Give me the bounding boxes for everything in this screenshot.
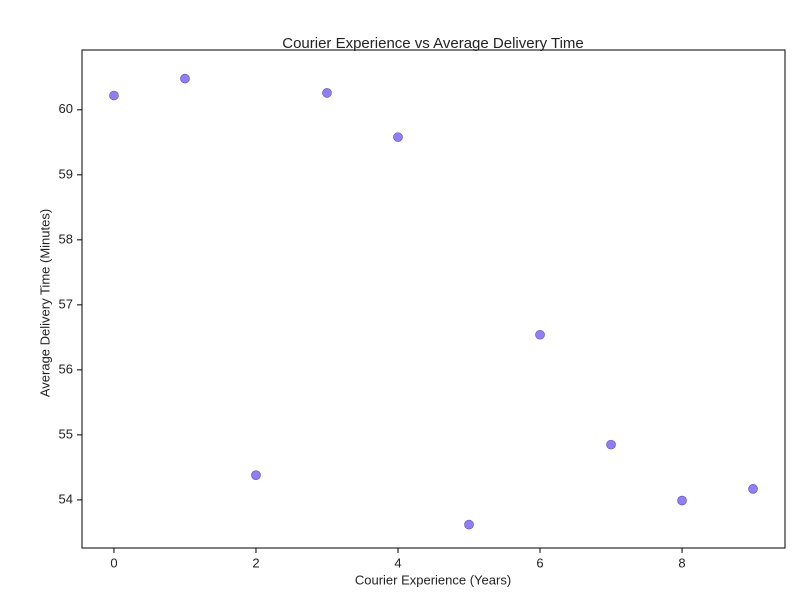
point: [180, 73, 190, 84]
y-axis-label: Average Delivery Time (Minutes): [37, 209, 52, 397]
x-tick-label: 4: [394, 555, 401, 570]
x-tick-label: 2: [252, 555, 259, 570]
point: [464, 519, 474, 530]
point: [606, 439, 616, 450]
y-tick-label: 55: [59, 426, 73, 441]
point: [109, 90, 119, 101]
y-tick-label: 59: [59, 166, 73, 181]
point: [393, 132, 403, 142]
point: [748, 484, 758, 494]
point: [535, 329, 545, 340]
x-tick-label: 6: [536, 555, 543, 570]
point: [322, 88, 332, 98]
plot-frame: [81, 49, 786, 549]
y-tick-label: 57: [59, 296, 73, 311]
point: [251, 470, 261, 480]
x-axis-label: Courier Experience (Years): [355, 572, 511, 587]
y-tick-label: 56: [59, 361, 73, 376]
x-tick-label: 0: [110, 555, 117, 570]
y-tick-label: 54: [59, 491, 73, 506]
y-tick-label: 60: [59, 101, 73, 116]
chart-title: Courier Experience vs Average Delivery T…: [282, 35, 584, 52]
y-tick-label: 58: [59, 231, 73, 246]
x-tick-label: 8: [678, 555, 685, 570]
point: [677, 495, 687, 506]
